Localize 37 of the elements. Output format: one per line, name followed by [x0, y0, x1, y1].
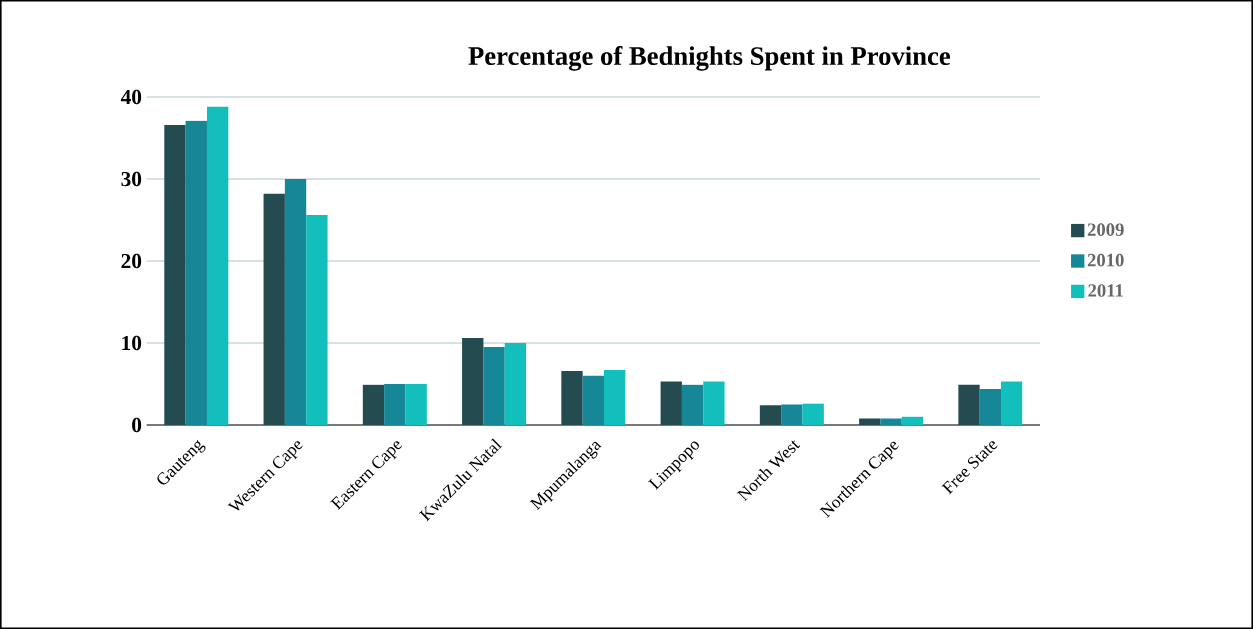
bar [561, 370, 583, 425]
bar [405, 384, 427, 425]
bar [206, 106, 229, 425]
y-tick-label: 40 [120, 89, 142, 105]
bar [384, 384, 406, 425]
legend-label: 2011 [1088, 284, 1123, 297]
legend-label: 2009 [1087, 223, 1124, 236]
bar [660, 381, 682, 425]
y-tick-label: 30 [121, 171, 142, 187]
bar [1001, 381, 1023, 425]
bar [859, 418, 881, 425]
bar [284, 179, 307, 425]
bar [958, 384, 980, 425]
bar [681, 384, 704, 425]
bar [185, 120, 207, 425]
x-tick-label: Free State [941, 441, 998, 495]
bar [504, 343, 527, 425]
bar [979, 388, 1002, 425]
bar [703, 381, 725, 425]
y-tick-label: 10 [122, 335, 142, 351]
bar [164, 124, 186, 425]
bar [781, 404, 803, 425]
bar [604, 370, 626, 425]
bar [263, 193, 285, 425]
bar [582, 375, 604, 425]
bar [462, 338, 484, 425]
y-tick-label: 0 [132, 417, 142, 433]
y-tick-label: 20 [121, 253, 142, 269]
bar [901, 416, 924, 425]
bar [802, 403, 824, 425]
chart-title: Percentage of Bednights Spent in Province [468, 46, 951, 71]
bar [483, 347, 505, 425]
legend-label: 2010 [1087, 253, 1124, 267]
bar [759, 405, 782, 425]
bar [880, 418, 902, 425]
bar [306, 215, 328, 425]
bar [362, 384, 385, 425]
